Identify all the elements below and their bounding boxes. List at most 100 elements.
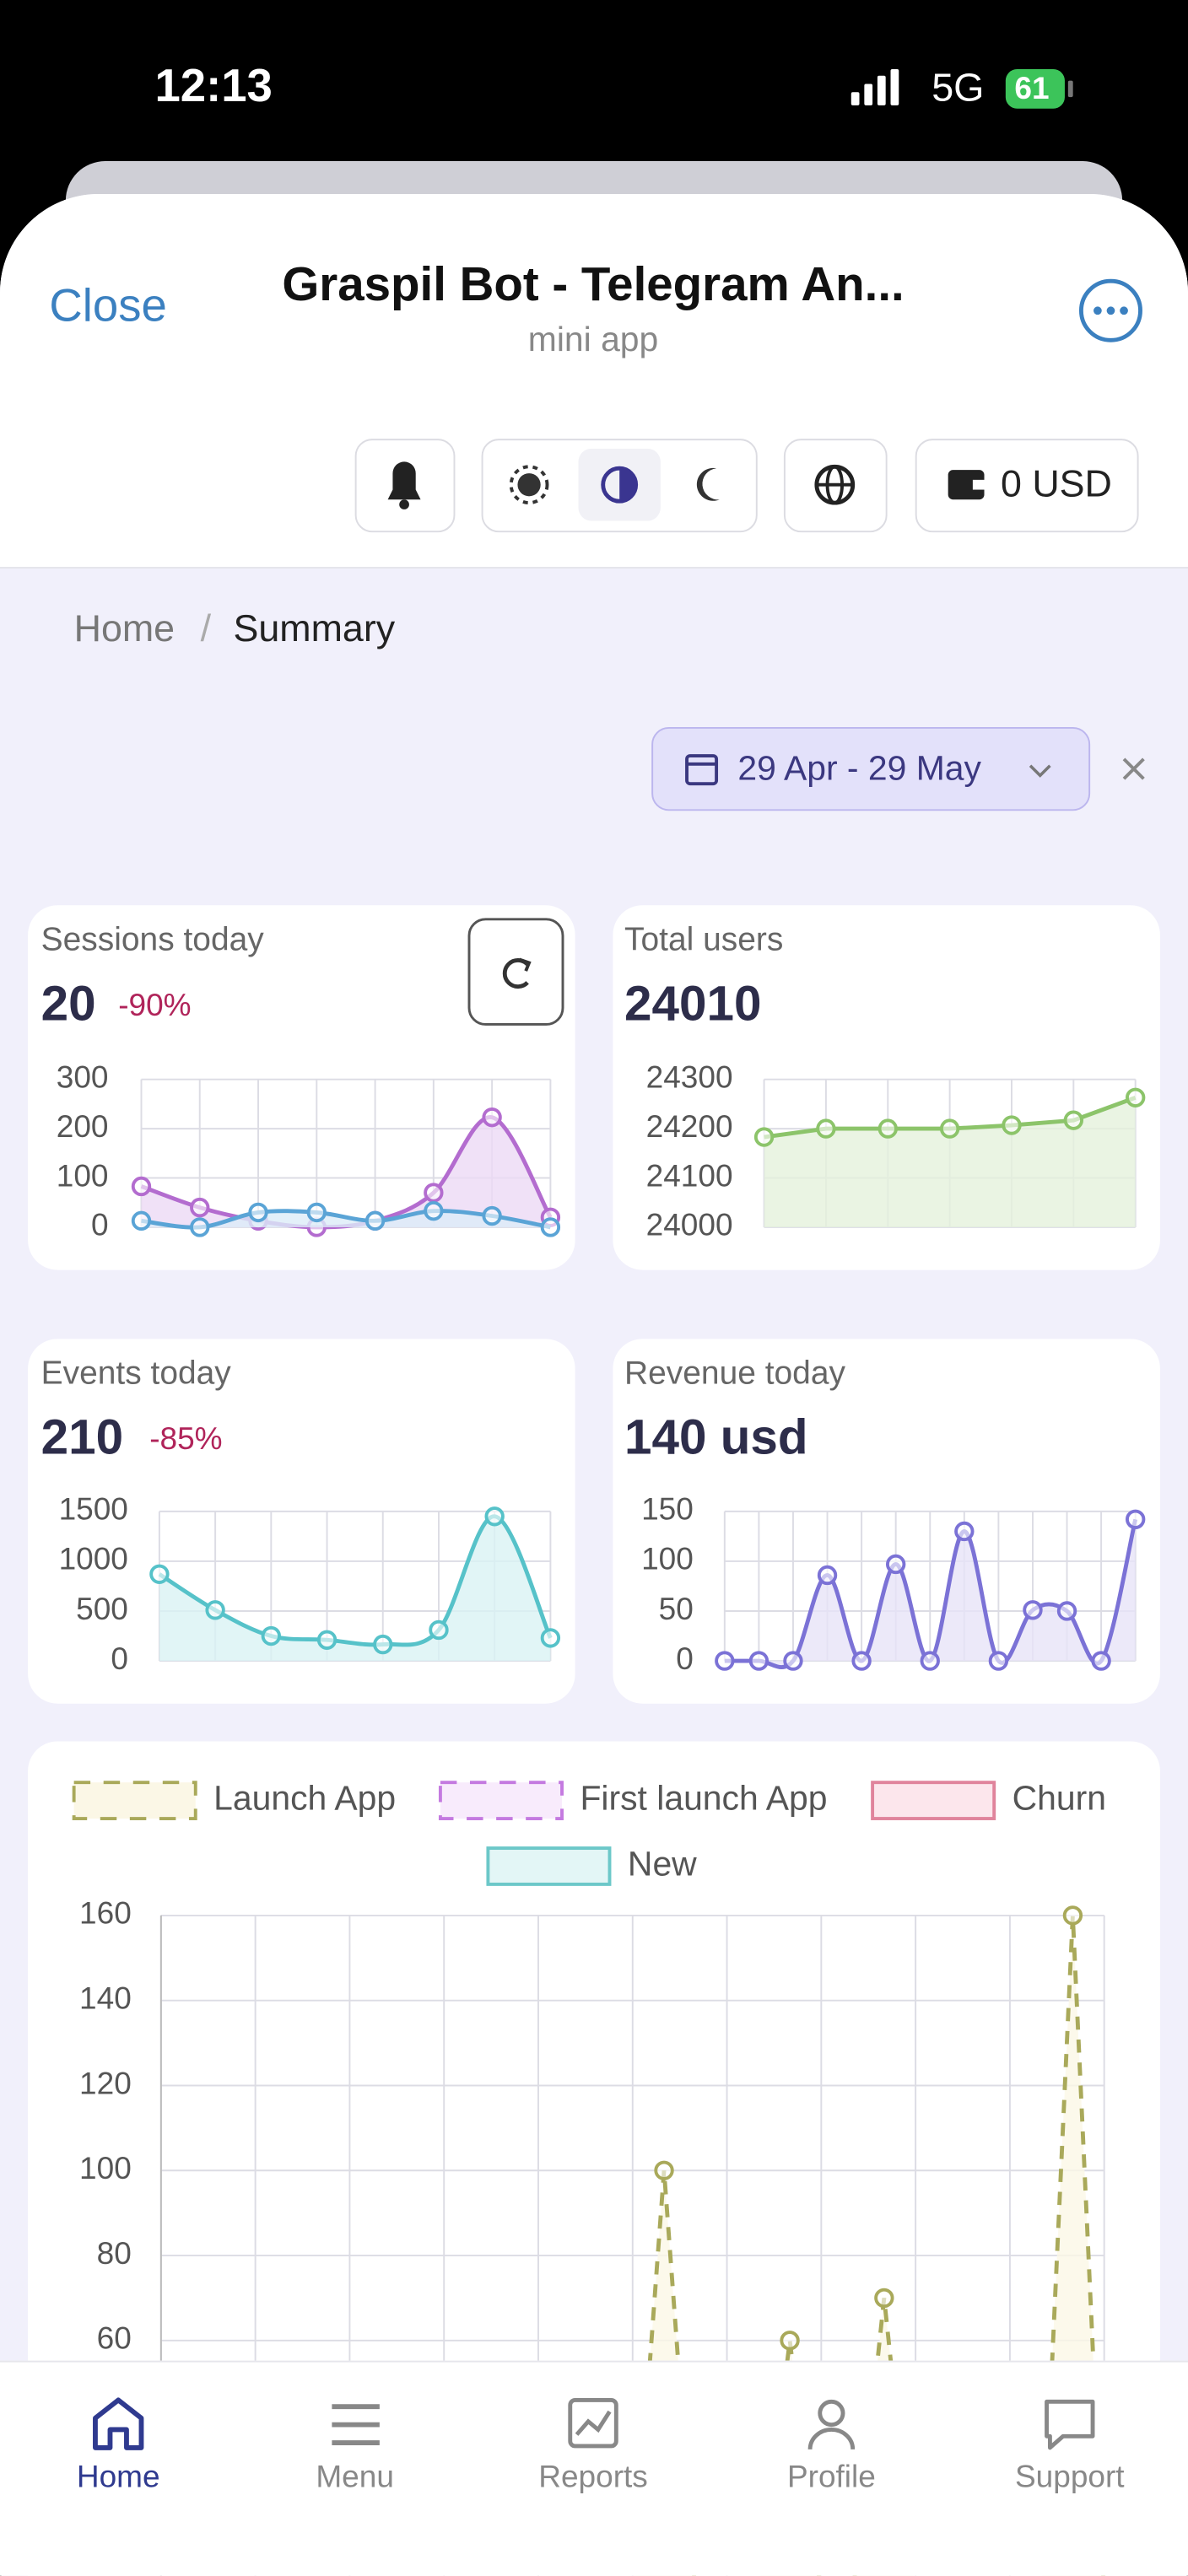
status-time: 12:13 bbox=[154, 60, 272, 111]
breadcrumb-separator: / bbox=[201, 607, 212, 649]
legend-label: New bbox=[628, 1844, 697, 1883]
y-tick-label: 140 bbox=[79, 1981, 132, 2015]
date-range-text: 29 Apr - 29 May bbox=[737, 748, 981, 787]
close-button[interactable]: Close bbox=[49, 280, 166, 331]
point bbox=[851, 1651, 872, 1671]
nav-item[interactable]: Profile bbox=[787, 2460, 876, 2494]
y-tick-label: 120 bbox=[79, 2066, 132, 2100]
point bbox=[261, 1625, 282, 1646]
y-tick-label: 1500 bbox=[59, 1492, 128, 1527]
point bbox=[1091, 1651, 1111, 1671]
y-tick-label: 80 bbox=[97, 2236, 132, 2271]
y-tick-label: 0 bbox=[676, 1641, 694, 1676]
signal-icon bbox=[850, 68, 899, 105]
card-title: Total users bbox=[624, 921, 783, 957]
card-title: Revenue today bbox=[624, 1355, 845, 1391]
point bbox=[131, 1176, 152, 1197]
y-tick-label: 160 bbox=[79, 1896, 132, 1931]
profile-icon bbox=[807, 2399, 856, 2449]
area bbox=[141, 1117, 551, 1227]
breadcrumb-current: Summary bbox=[234, 607, 396, 649]
breadcrumb-home[interactable]: Home bbox=[74, 607, 175, 649]
point bbox=[939, 1118, 960, 1139]
point bbox=[364, 1210, 386, 1231]
card-change: -90% bbox=[118, 988, 191, 1022]
point bbox=[988, 1651, 1009, 1671]
card-value: 24010 bbox=[624, 976, 761, 1031]
point bbox=[190, 1217, 210, 1237]
more-button[interactable] bbox=[1078, 278, 1142, 342]
y-tick-label: 100 bbox=[57, 1158, 109, 1193]
point bbox=[783, 1651, 803, 1671]
nav-item[interactable]: Support bbox=[1015, 2460, 1125, 2494]
y-tick-label: 0 bbox=[111, 1641, 128, 1676]
y-tick-label: 300 bbox=[57, 1059, 109, 1094]
legend-label: Churn bbox=[1012, 1778, 1106, 1817]
point bbox=[920, 1651, 940, 1671]
battery bbox=[1005, 68, 1065, 109]
reports-icon bbox=[568, 2397, 618, 2449]
point bbox=[780, 2331, 800, 2351]
y-tick-label: 50 bbox=[659, 1592, 694, 1626]
language-button[interactable] bbox=[783, 439, 888, 533]
header-subtitle: mini app bbox=[528, 320, 659, 358]
y-tick-label: 100 bbox=[641, 1542, 694, 1576]
point bbox=[248, 1202, 268, 1223]
point bbox=[1125, 1509, 1146, 1529]
point bbox=[1125, 1087, 1146, 1107]
area bbox=[159, 1516, 551, 1662]
dark-theme-button[interactable] bbox=[696, 467, 720, 501]
nav-item[interactable]: Home bbox=[77, 2460, 160, 2494]
notifications-button[interactable] bbox=[354, 439, 456, 533]
point bbox=[1063, 1110, 1084, 1130]
legend-swatch bbox=[486, 1846, 612, 1886]
y-tick-label: 0 bbox=[91, 1208, 109, 1242]
point bbox=[1023, 1600, 1043, 1620]
point bbox=[753, 1127, 775, 1147]
legend-swatch bbox=[871, 1781, 996, 1820]
home-icon bbox=[93, 2397, 144, 2450]
support-icon bbox=[1045, 2399, 1095, 2450]
point bbox=[1062, 1905, 1083, 1926]
y-tick-label: 100 bbox=[79, 2151, 132, 2185]
card-change: -85% bbox=[149, 1421, 222, 1456]
y-tick-label: 60 bbox=[97, 2321, 132, 2356]
wallet-button[interactable] bbox=[915, 439, 1139, 533]
card-title: Sessions today bbox=[41, 921, 265, 957]
point bbox=[540, 1217, 561, 1237]
legend-swatch bbox=[72, 1781, 197, 1820]
point bbox=[748, 1651, 770, 1671]
date-range-picker[interactable] bbox=[651, 726, 1091, 811]
point bbox=[482, 1107, 502, 1128]
point bbox=[190, 1197, 210, 1218]
clear-date-button[interactable] bbox=[1122, 757, 1145, 780]
y-tick-label: 500 bbox=[76, 1592, 128, 1626]
header-title: Graspil Bot - Telegram An... bbox=[282, 257, 904, 310]
point bbox=[1002, 1115, 1022, 1135]
bottom-nav bbox=[0, 2360, 1188, 2576]
battery-tip bbox=[1067, 80, 1073, 98]
point bbox=[715, 1651, 735, 1671]
legend-swatch bbox=[438, 1781, 564, 1820]
status-network: 5G bbox=[932, 66, 984, 110]
card-value: 210 bbox=[41, 1410, 123, 1465]
auto-theme-icon bbox=[601, 466, 639, 504]
menu-icon bbox=[332, 2404, 380, 2445]
point bbox=[306, 1202, 327, 1223]
point bbox=[484, 1506, 505, 1527]
nav-item[interactable]: Menu bbox=[316, 2460, 394, 2494]
point bbox=[817, 1565, 838, 1586]
point bbox=[885, 1554, 906, 1575]
card-title: Events today bbox=[41, 1355, 232, 1391]
nav-item[interactable]: Reports bbox=[538, 2460, 648, 2494]
y-tick-label: 200 bbox=[57, 1109, 109, 1144]
light-theme-button[interactable] bbox=[509, 465, 549, 505]
refresh-button[interactable] bbox=[467, 918, 564, 1026]
point bbox=[874, 2288, 894, 2309]
point bbox=[424, 1200, 444, 1221]
point bbox=[654, 2160, 674, 2180]
point bbox=[373, 1634, 393, 1655]
wallet-balance: 0 USD bbox=[1001, 462, 1112, 504]
point bbox=[429, 1619, 449, 1641]
